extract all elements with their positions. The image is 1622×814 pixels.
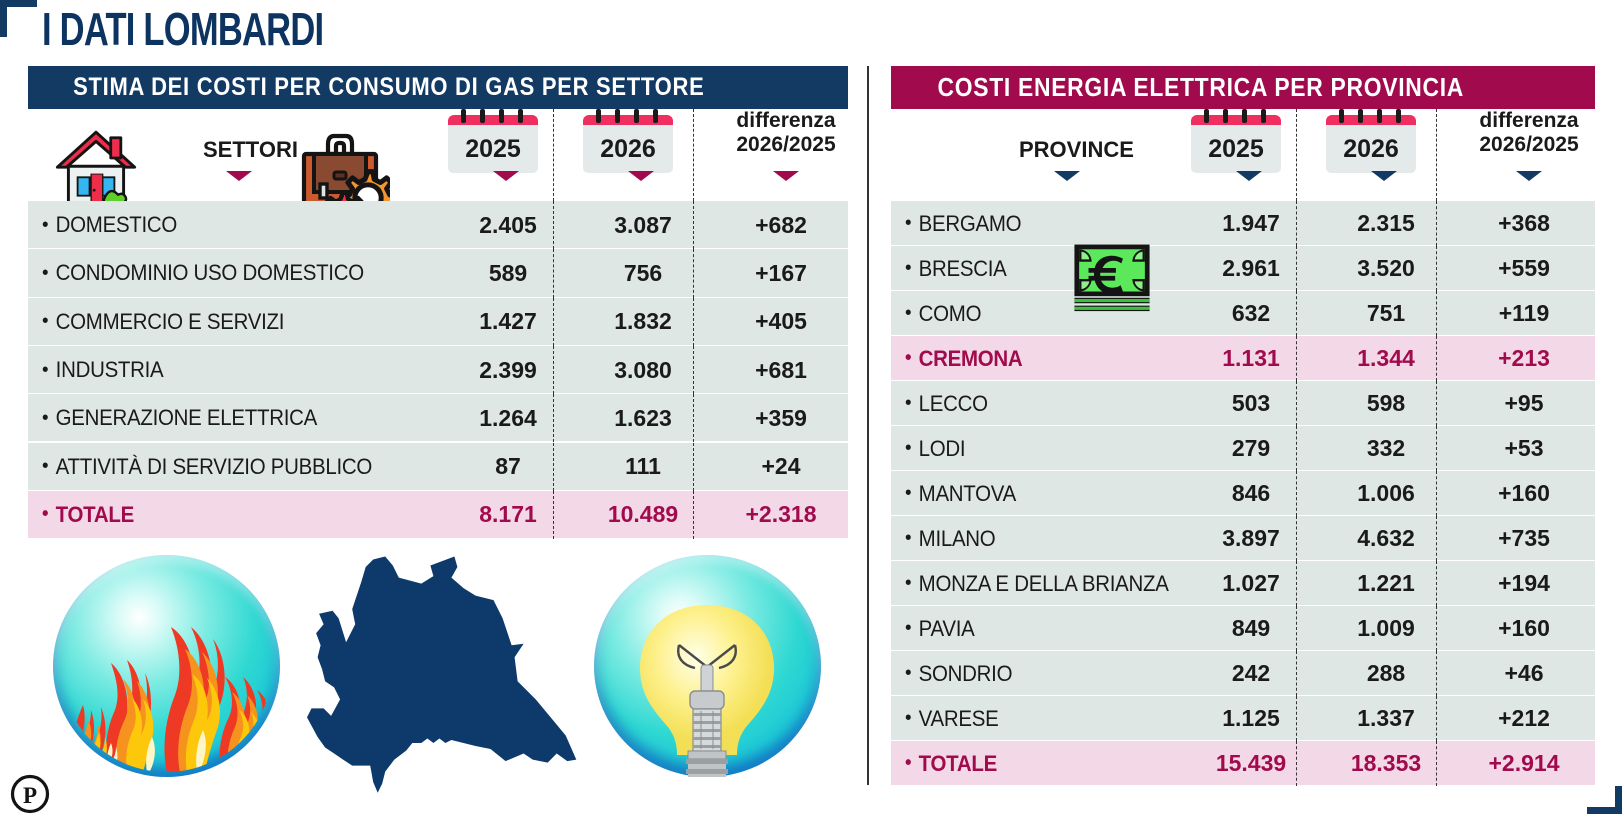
- svg-text:P: P: [23, 783, 37, 808]
